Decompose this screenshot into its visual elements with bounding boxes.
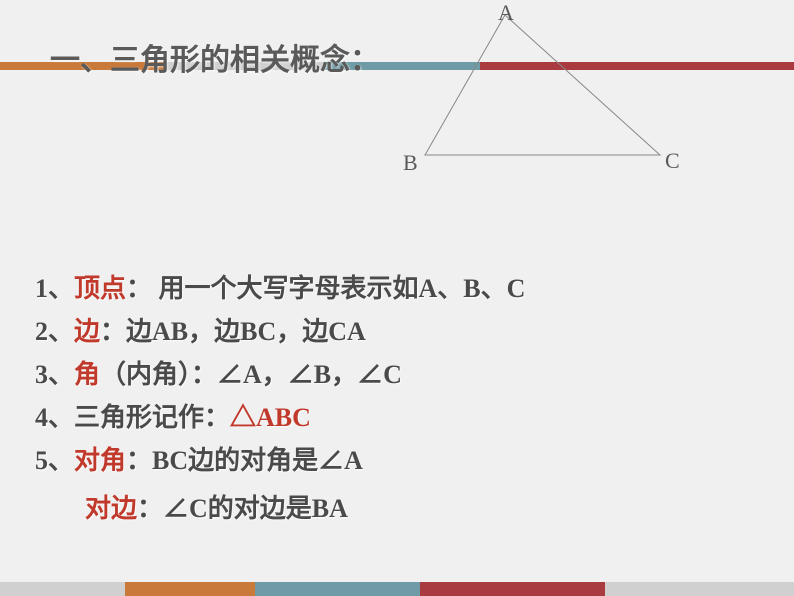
keyword: 顶点 [74, 274, 126, 303]
line-2: 2、边：边AB，边BC，边CA [35, 311, 755, 354]
line-num: 3、 [35, 360, 74, 389]
line-num: 5、 [35, 446, 74, 475]
rule-seg [125, 582, 255, 596]
line-rest: ：边AB，边BC，边CA [100, 317, 366, 346]
line-rest: ： 用一个大写字母表示如A、B、C [126, 274, 525, 303]
triangle-notation: △ABC [230, 403, 311, 432]
bottom-color-rule [0, 582, 794, 596]
section-heading: 一、三角形的相关概念： [50, 35, 380, 79]
line-3: 3、角（内角）：∠A，∠B，∠C [35, 354, 755, 397]
keyword: 对角 [74, 446, 126, 475]
line-4: 4、三角形记作：△ABC [35, 397, 755, 440]
line-5: 5、对角：BC边的对角是∠A [35, 440, 755, 483]
keyword: 角 [74, 360, 100, 389]
line-num: 4、三角形记作： [35, 403, 230, 432]
line-1: 1、顶点： 用一个大写字母表示如A、B、C [35, 268, 755, 311]
triangle-shape [425, 15, 660, 155]
vertex-label-b: B [403, 150, 418, 176]
line-num: 1、 [35, 274, 74, 303]
triangle-svg [415, 15, 675, 165]
vertex-label-a: A [498, 0, 514, 26]
rule-seg [255, 582, 420, 596]
rule-seg [605, 582, 794, 596]
content-block: 1、顶点： 用一个大写字母表示如A、B、C 2、边：边AB，边BC，边CA 3、… [35, 268, 755, 531]
line-rest: ：BC边的对角是∠A [126, 446, 363, 475]
line-rest: ：∠C的对边是BA [137, 494, 348, 523]
line-num: 2、 [35, 317, 74, 346]
line-rest: （内角）：∠A，∠B，∠C [100, 360, 402, 389]
keyword: 对边 [85, 494, 137, 523]
line-5b: 对边：∠C的对边是BA [85, 488, 755, 531]
vertex-label-c: C [665, 148, 680, 174]
triangle-figure: A B C [395, 0, 685, 175]
rule-seg [420, 582, 605, 596]
rule-seg [0, 582, 125, 596]
keyword: 边 [74, 317, 100, 346]
